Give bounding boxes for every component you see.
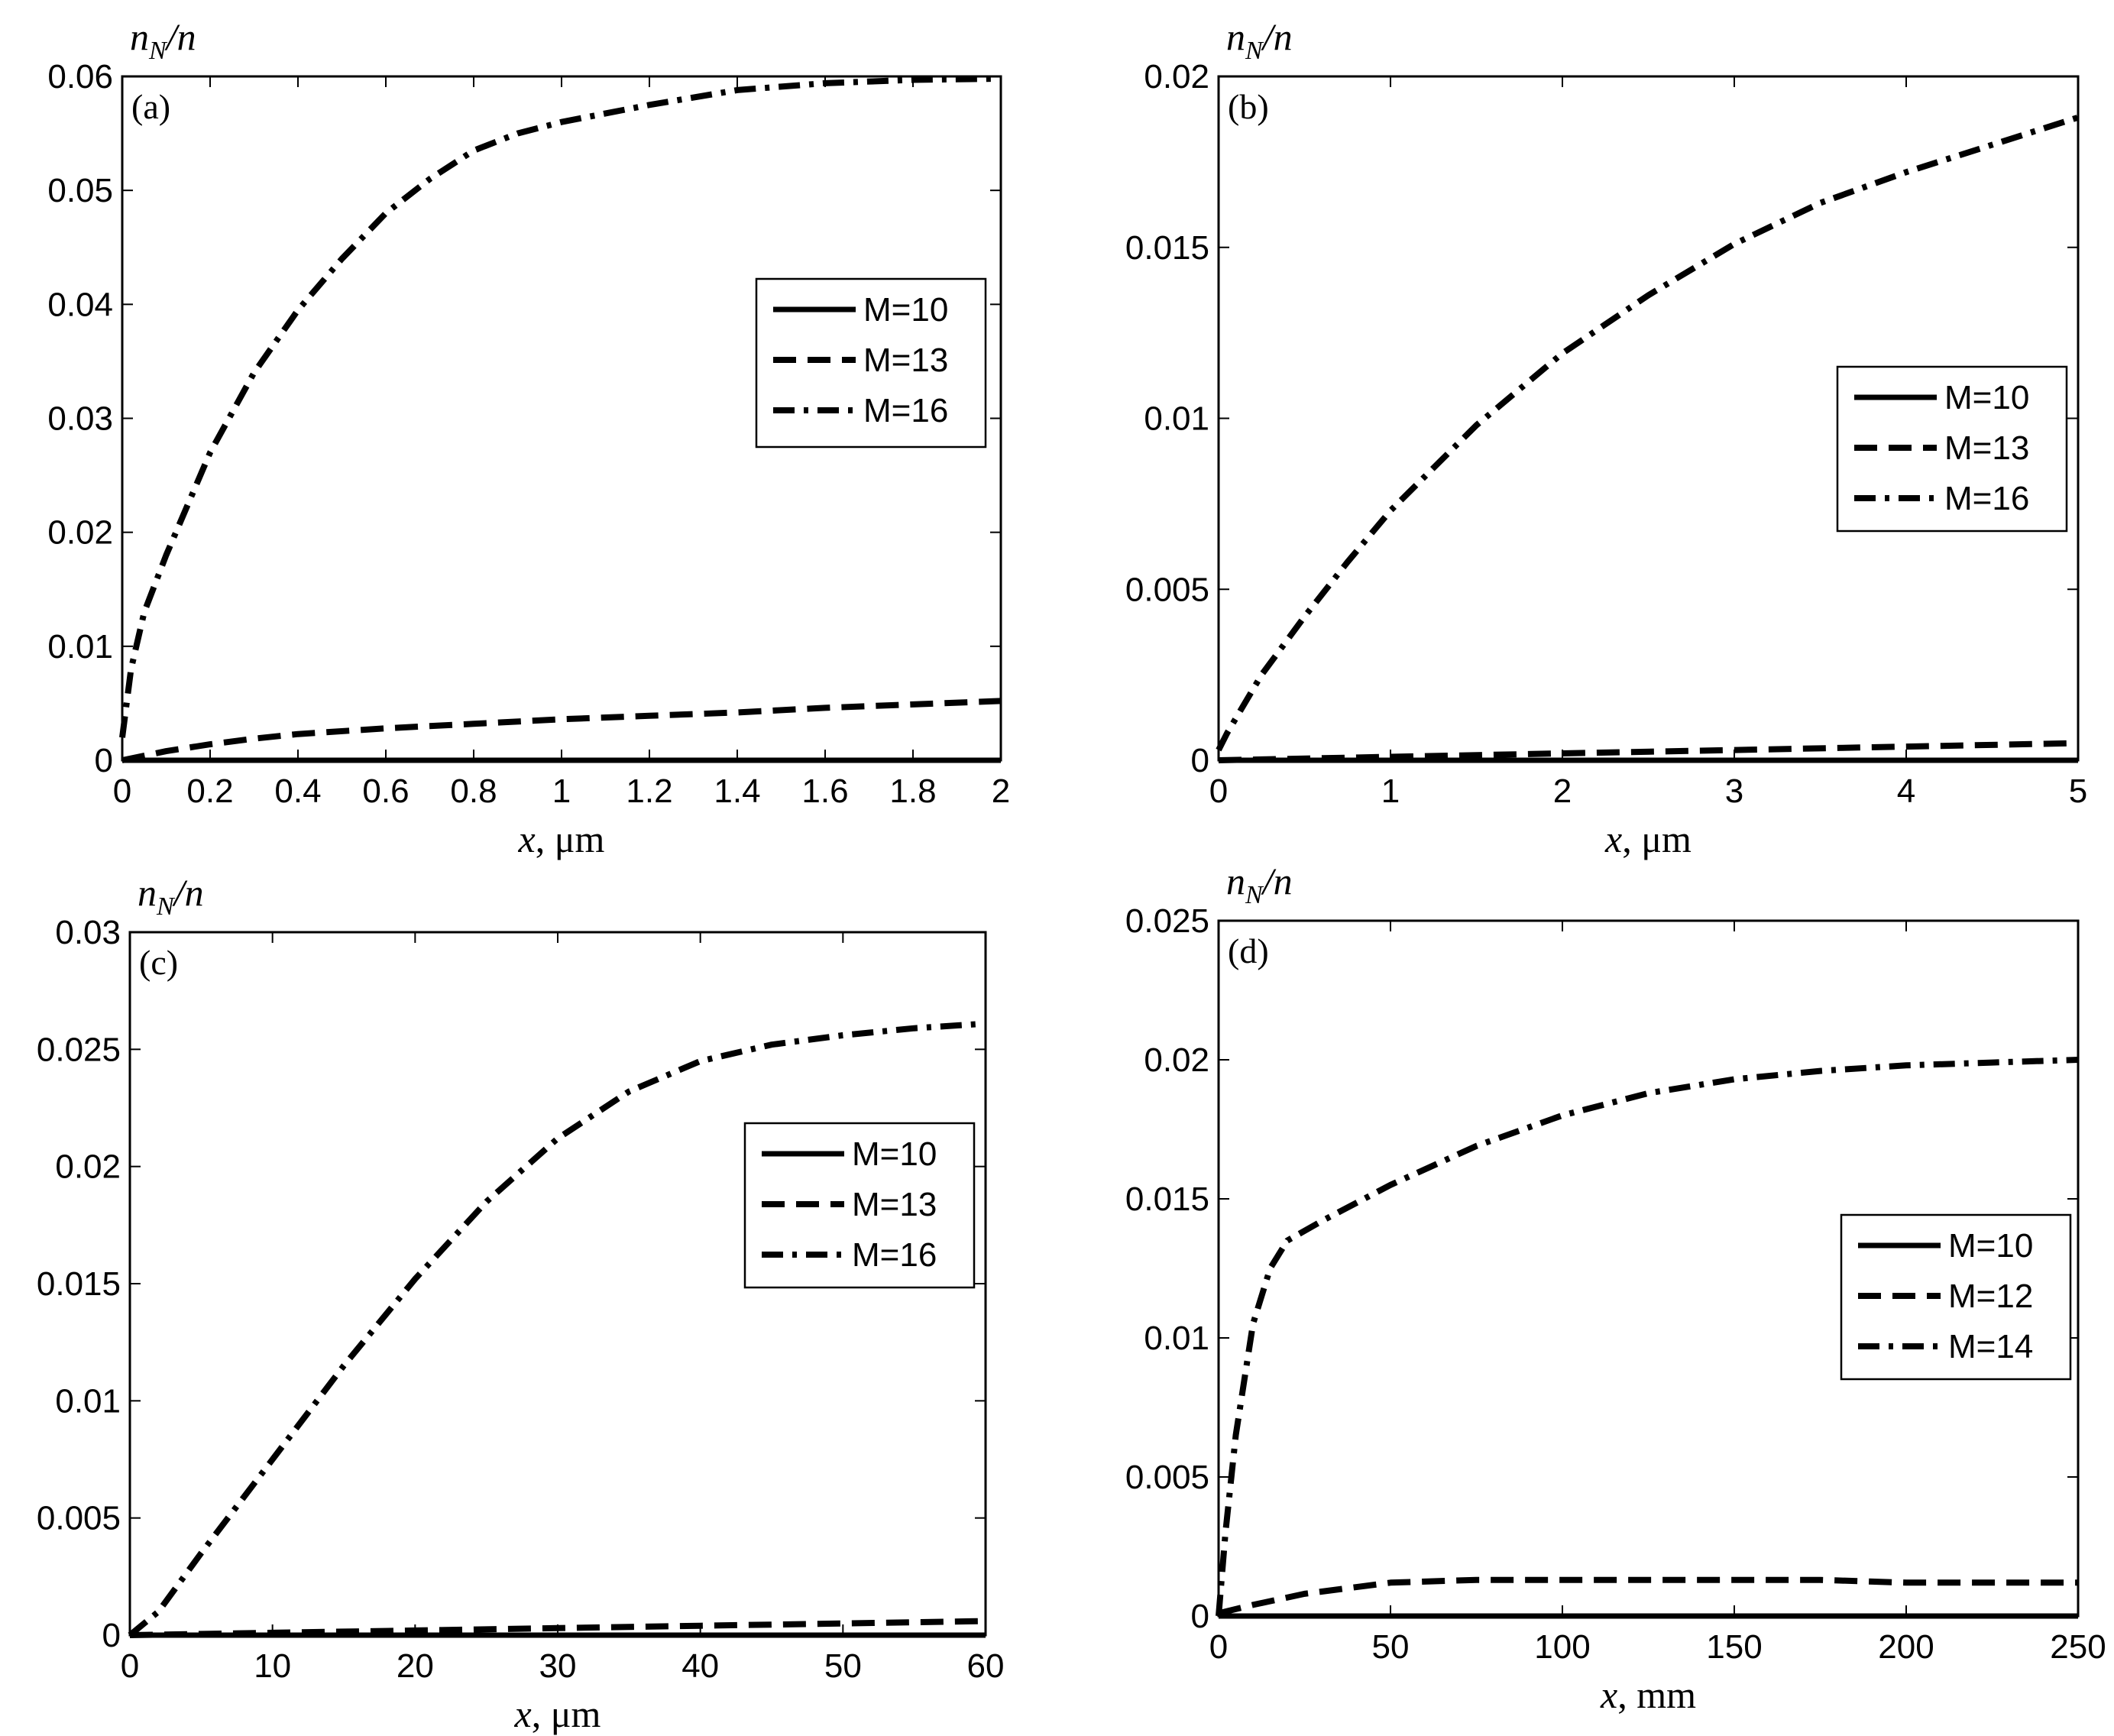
y-tick-label: 0.015 [37, 1265, 121, 1303]
series-line-m-12 [1218, 1576, 2078, 1617]
series-line-m-16 [119, 76, 1002, 738]
panel-label: (b) [1228, 87, 1269, 126]
y-tick-label: 0.015 [1125, 1181, 1209, 1218]
legend-entry-label: M=13 [852, 1186, 937, 1223]
y-axis-label: nN/n [130, 15, 196, 65]
x-tick-label: 2 [992, 772, 1010, 810]
chart-panel-d: 0 50 100 150 200 250 0 0.005 0.01 0.015 0.02 0.025 (… [1125, 860, 2106, 1716]
y-tick-label: 0.01 [47, 628, 113, 666]
legend-entry-label: M=13 [863, 342, 948, 379]
x-tick-label: 0 [1209, 772, 1228, 810]
x-tick-label: 1 [1381, 772, 1400, 810]
series-line-m-13 [121, 698, 1002, 763]
panel-label: (a) [131, 87, 170, 126]
y-tick-label: 0 [95, 742, 113, 779]
x-tick-label: 2 [1553, 772, 1572, 810]
x-tick-label: 20 [397, 1647, 434, 1685]
series-line-m-13 [129, 1618, 986, 1638]
y-axis-label: nN/n [1226, 15, 1293, 65]
x-tick-label: 50 [824, 1647, 862, 1685]
x-tick-label: 100 [1534, 1628, 1590, 1666]
y-tick-label: 0.015 [1125, 229, 1209, 267]
x-tick-label: 1.6 [801, 772, 848, 810]
y-tick-label: 0 [1191, 1598, 1209, 1635]
y-tick-label: 0.025 [1125, 902, 1209, 940]
x-tick-label: 1.8 [889, 772, 936, 810]
legend-entry-label: M=12 [1948, 1278, 2033, 1315]
x-tick-label: 1 [552, 772, 571, 810]
x-tick-label: 10 [254, 1647, 291, 1685]
series-line-m-16 [1216, 114, 2080, 752]
y-tick-label: 0.05 [47, 172, 113, 209]
x-tick-label: 50 [1372, 1628, 1410, 1666]
legend: M=10 M=12 M=14 [1840, 1213, 2072, 1381]
y-tick-label: 0.03 [55, 914, 121, 951]
y-axis-label: nN/n [1226, 860, 1293, 909]
x-tick-label: 5 [2069, 772, 2087, 810]
chart-panel-a: 0 0.2 0.4 0.6 0.8 1 1.2 1.4 1.6 1.8 2 0 0.01 0.02 0.03… [47, 15, 1010, 860]
x-tick-label: 30 [539, 1647, 577, 1685]
legend-entry-label: M=14 [1948, 1328, 2033, 1365]
y-tick-label: 0.025 [37, 1031, 121, 1068]
legend: M=10 M=13 M=16 [1836, 365, 2068, 533]
x-tick-label: 0 [1209, 1628, 1228, 1666]
x-tick-label: 0 [113, 772, 131, 810]
x-axis-label: x, μm [518, 818, 605, 860]
panel-label: (c) [139, 943, 178, 982]
y-tick-label: 0.005 [1125, 1459, 1209, 1496]
chart-panel-b: 0 1 2 3 4 5 0 0.005 0.01 0.015 0.02 (b) nN/n x, μm M=1… [1125, 15, 2087, 860]
legend-entry-label: M=10 [852, 1135, 937, 1173]
x-tick-label: 1.4 [714, 772, 760, 810]
x-tick-label: 0.2 [186, 772, 233, 810]
y-tick-label: 0.005 [37, 1500, 121, 1537]
x-tick-label: 60 [967, 1647, 1005, 1685]
x-tick-label: 4 [1897, 772, 1915, 810]
y-tick-label: 0.06 [47, 58, 113, 96]
x-tick-label: 0.8 [450, 772, 497, 810]
chart-panel-c: 0 10 20 30 40 50 60 0 0.005 0.01 0.015 0.02 0.025 0.0… [37, 871, 1005, 1735]
legend-entry-label: M=10 [863, 291, 948, 329]
legend-entry-label: M=10 [1944, 379, 2029, 416]
x-tick-label: 0 [121, 1647, 139, 1685]
legend-entry-label: M=16 [863, 392, 948, 429]
y-tick-label: 0.02 [47, 514, 113, 552]
x-tick-label: 40 [681, 1647, 719, 1685]
y-tick-label: 0.04 [47, 286, 113, 323]
x-axis-label: x, μm [1604, 818, 1692, 860]
y-tick-label: 0.02 [1144, 58, 1209, 96]
y-tick-label: 0 [102, 1617, 121, 1654]
x-tick-label: 0.4 [274, 772, 321, 810]
x-tick-label: 150 [1706, 1628, 1762, 1666]
legend: M=10 M=13 M=16 [743, 1122, 976, 1289]
y-tick-label: 0.02 [1144, 1041, 1209, 1079]
x-tick-label: 250 [2050, 1628, 2106, 1666]
y-tick-label: 0.005 [1125, 571, 1209, 608]
x-tick-label: 3 [1725, 772, 1743, 810]
legend-entry-label: M=10 [1948, 1227, 2033, 1265]
panel-label: (d) [1228, 931, 1269, 970]
legend-entry-label: M=16 [852, 1236, 937, 1274]
legend: M=10 M=13 M=16 [755, 277, 987, 449]
series-line-m-14 [1216, 1057, 2079, 1617]
legend-entry-label: M=16 [1944, 480, 2029, 517]
y-tick-label: 0.01 [1144, 1320, 1209, 1357]
series-line-m-13 [1218, 740, 2079, 763]
y-tick-label: 0.02 [55, 1148, 121, 1186]
x-tick-label: 0.6 [362, 772, 409, 810]
x-axis-label: x, μm [514, 1692, 601, 1735]
x-tick-label: 200 [1878, 1628, 1934, 1666]
y-tick-label: 0.03 [47, 400, 113, 438]
x-axis-label: x, mm [1600, 1673, 1696, 1716]
series-line-m-16 [128, 1020, 986, 1638]
legend-entry-label: M=13 [1944, 429, 2029, 467]
x-tick-label: 1.2 [626, 772, 672, 810]
y-tick-label: 0.01 [55, 1382, 121, 1420]
y-tick-label: 0 [1191, 742, 1209, 779]
y-tick-label: 0.01 [1144, 400, 1209, 438]
y-axis-label: nN/n [138, 871, 204, 921]
